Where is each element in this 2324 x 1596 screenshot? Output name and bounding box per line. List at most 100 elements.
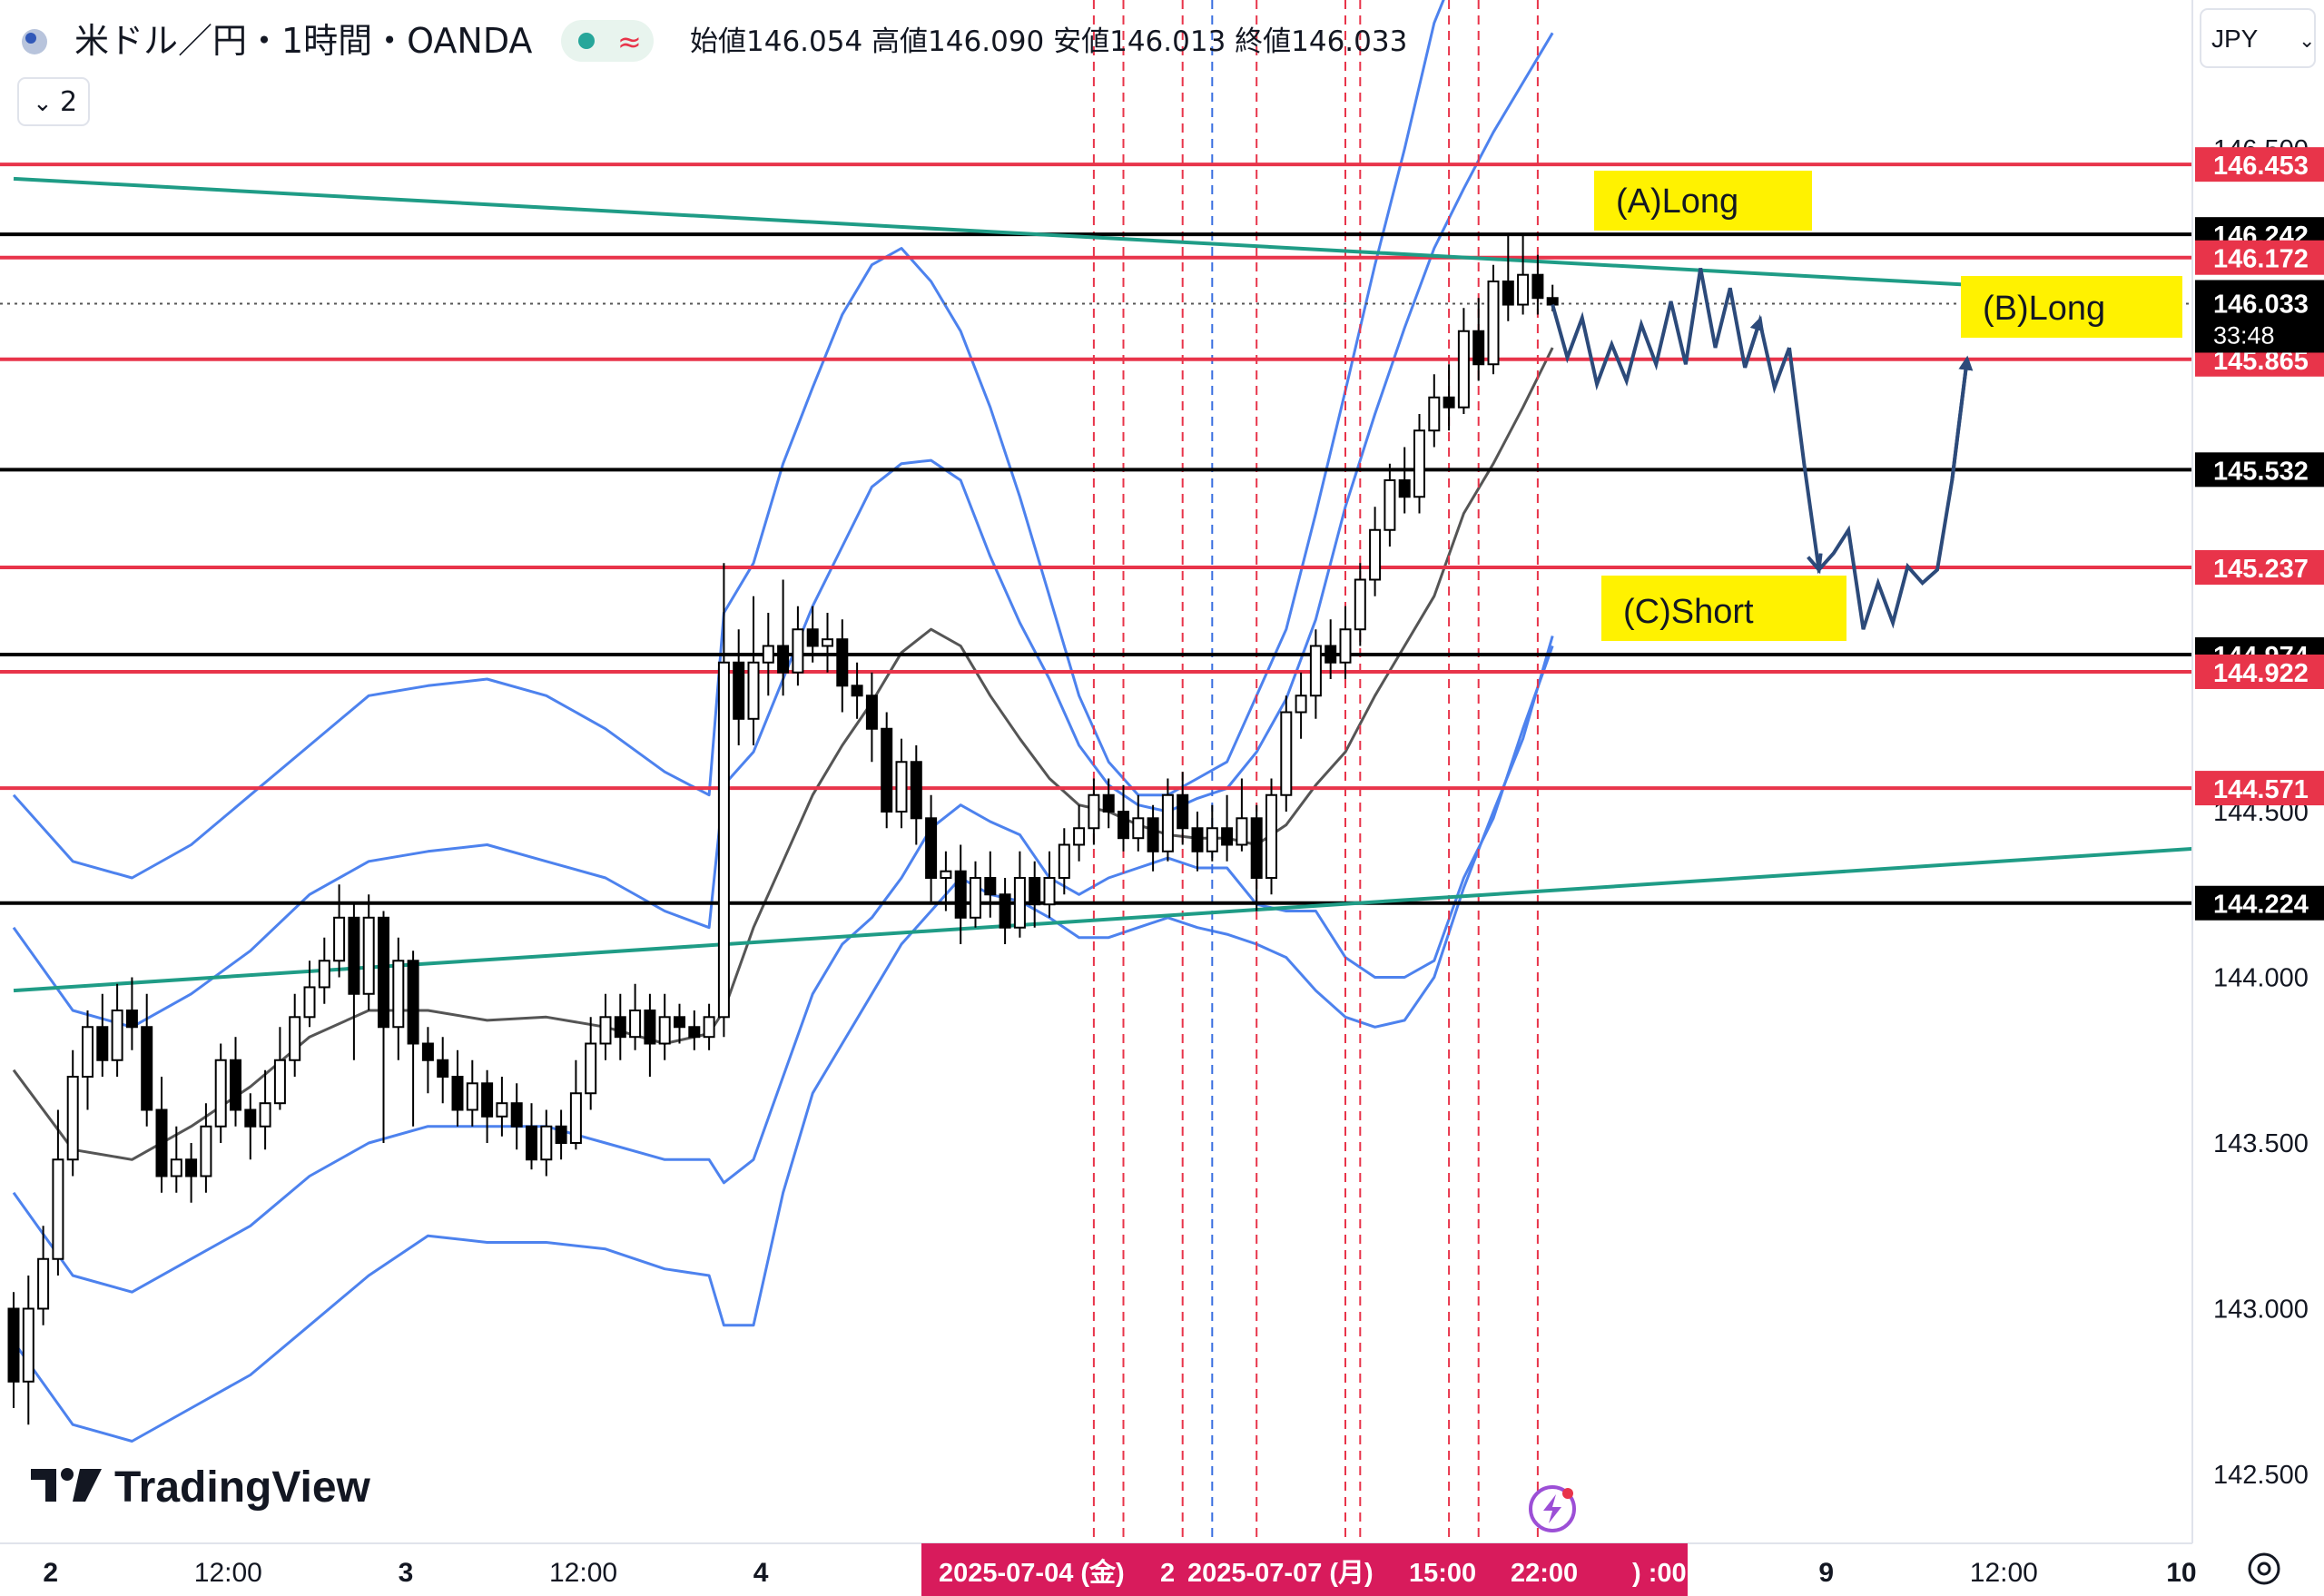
candle-body-53 xyxy=(792,628,804,674)
candle-body-95 xyxy=(1413,429,1425,498)
candle-body-41 xyxy=(614,1016,626,1039)
candle-body-89 xyxy=(1324,645,1337,664)
symbol-title[interactable]: 米ドル／円・1時間・OANDA xyxy=(74,21,532,61)
scenario-arrow-1 xyxy=(1950,355,1974,481)
note-box-2 xyxy=(1601,576,1846,641)
candle-body-76 xyxy=(1132,817,1145,840)
candle-body-97 xyxy=(1443,396,1455,409)
candle-body-81 xyxy=(1206,827,1218,852)
candle-body-23 xyxy=(348,916,360,995)
price-tag-text-146.453: 146.453 xyxy=(2213,152,2309,181)
candle-body-58 xyxy=(865,695,878,730)
candle-body-80 xyxy=(1191,827,1204,852)
date-label-4: 22:00 xyxy=(1511,1559,1578,1588)
candle-body-33 xyxy=(496,1102,508,1118)
candle-body-21 xyxy=(318,960,330,989)
candle-body-87 xyxy=(1295,695,1307,714)
date-label-5: ) :00 xyxy=(1632,1559,1687,1588)
lightning-icon[interactable] xyxy=(1529,1485,1576,1532)
date-label-1: 2 xyxy=(1160,1559,1175,1588)
candle-body-73 xyxy=(1088,793,1100,830)
status-pill[interactable] xyxy=(561,20,654,62)
candle-body-98 xyxy=(1457,330,1470,409)
price-tag-text-144.922: 144.922 xyxy=(2213,659,2309,688)
y-tick-143.000: 143.000 xyxy=(2213,1296,2309,1325)
settings-gear-icon[interactable] xyxy=(2248,1552,2280,1585)
candle-body-71 xyxy=(1058,843,1070,879)
candle-body-14 xyxy=(214,1059,227,1128)
price-tag-146.172 xyxy=(2195,240,2324,275)
price-tag-text-145.532: 145.532 xyxy=(2213,457,2309,486)
price-tag-text-144.571: 144.571 xyxy=(2213,775,2309,804)
candle-body-18 xyxy=(273,1059,286,1105)
price-tag-145.532 xyxy=(2195,452,2324,488)
horizontal-price-lines xyxy=(0,163,2192,905)
x-tick-4: 4 xyxy=(753,1558,769,1588)
price-tag-144.571 xyxy=(2195,771,2324,806)
candle-body-9 xyxy=(141,1026,153,1111)
x-tick-8: 10 xyxy=(2166,1558,2196,1588)
time-crosshair-labels: 2025-07-04 (金) 2 2025-07-07 (月) 15:00 22:00)… xyxy=(921,1543,1688,1596)
candle-body-75 xyxy=(1118,811,1129,840)
chart-header: 米ドル／円・1時間・OANDA ≈ 始値146.054 高値146.090 安値… xyxy=(17,8,2316,126)
x-tick-1: 12:00 xyxy=(194,1558,262,1588)
candle-body-0 xyxy=(7,1307,20,1383)
candle-body-47 xyxy=(703,1016,715,1039)
price-tag-145.237 xyxy=(2195,549,2324,585)
date-label-3: 15:00 xyxy=(1409,1559,1476,1588)
candle-body-68 xyxy=(1013,877,1026,929)
candle-body-19 xyxy=(289,1016,301,1061)
price-tag-144.224 xyxy=(2195,885,2324,921)
candle-body-8 xyxy=(125,1010,138,1029)
y-tick-144.000: 144.000 xyxy=(2213,964,2309,993)
y-tick-142.500: 142.500 xyxy=(2213,1461,2309,1490)
candle-body-29 xyxy=(437,1059,449,1078)
candle-body-50 xyxy=(747,661,760,720)
candle-body-44 xyxy=(658,1016,671,1045)
candle-body-60 xyxy=(895,761,908,813)
candle-body-22 xyxy=(333,916,346,962)
candle-body-55 xyxy=(822,638,833,647)
candle-body-63 xyxy=(940,870,952,880)
collapse-indicators-button[interactable] xyxy=(17,77,90,126)
candle-body-30 xyxy=(451,1076,464,1111)
candle-body-6 xyxy=(96,1026,109,1061)
tv-logo-slash xyxy=(73,1469,102,1502)
candle-body-77 xyxy=(1147,817,1159,852)
price-tag-text-145.237: 145.237 xyxy=(2213,555,2309,584)
currency-button[interactable] xyxy=(2200,8,2316,68)
date-label-2: 2025-07-07 (月) xyxy=(1187,1559,1374,1588)
current-price-tag xyxy=(2195,280,2324,353)
note-box-1 xyxy=(1961,276,2182,338)
candle-body-86 xyxy=(1280,711,1293,796)
candle-body-12 xyxy=(185,1158,198,1177)
candle-body-102 xyxy=(1517,273,1530,306)
candle-body-88 xyxy=(1309,645,1322,697)
note-box-0 xyxy=(1594,171,1812,231)
candle-body-51 xyxy=(762,645,774,664)
chevron-down-icon: ⌄ xyxy=(33,90,53,117)
price-tag-146.453 xyxy=(2195,147,2324,182)
candle-body-74 xyxy=(1102,793,1115,813)
candle-body-67 xyxy=(999,893,1011,929)
trendlines xyxy=(13,176,2204,993)
candle-body-25 xyxy=(378,916,389,1029)
date-label-0: 2025-07-04 (金) xyxy=(939,1557,1125,1588)
current-price-text: 146.033 xyxy=(2213,290,2309,319)
candle-body-62 xyxy=(925,817,938,879)
current-price-timer: 33:48 xyxy=(2213,321,2275,349)
candle-body-91 xyxy=(1354,578,1366,631)
candle-body-66 xyxy=(984,877,997,896)
bb-lower-2 xyxy=(12,635,1554,1443)
bb-upper-1 xyxy=(12,32,1554,1029)
candle-body-43 xyxy=(644,1010,656,1045)
candle-body-35 xyxy=(526,1125,537,1161)
candle-body-39 xyxy=(585,1042,597,1095)
candlesticks xyxy=(7,234,1559,1425)
candle-body-48 xyxy=(717,661,730,1019)
scenario-notes: (A)Long (B)Long (C)Short xyxy=(1594,171,2182,641)
bb-lower-1 xyxy=(12,645,1554,1294)
approx-icon: ≈ xyxy=(617,25,642,59)
